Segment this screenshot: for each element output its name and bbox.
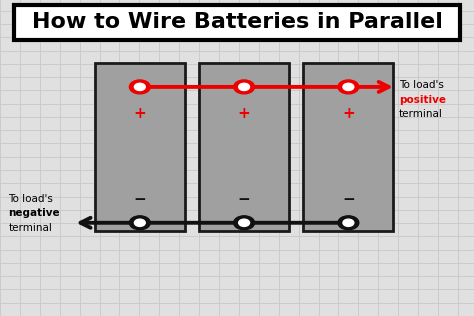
Circle shape (135, 219, 145, 226)
Circle shape (234, 216, 255, 230)
FancyBboxPatch shape (95, 63, 185, 231)
Text: How to Wire Batteries in Parallel: How to Wire Batteries in Parallel (32, 12, 442, 33)
Text: −: − (342, 191, 355, 207)
Circle shape (338, 80, 359, 94)
Circle shape (338, 216, 359, 230)
Circle shape (343, 219, 354, 226)
Text: −: − (134, 191, 146, 207)
Circle shape (343, 83, 354, 90)
Circle shape (135, 83, 145, 90)
Circle shape (239, 219, 249, 226)
Text: −: − (238, 191, 250, 207)
Circle shape (129, 216, 150, 230)
FancyBboxPatch shape (199, 63, 289, 231)
Text: terminal: terminal (9, 222, 53, 233)
FancyBboxPatch shape (14, 5, 460, 40)
Text: terminal: terminal (399, 109, 443, 119)
Circle shape (234, 80, 255, 94)
Text: +: + (238, 106, 250, 121)
Text: positive: positive (399, 94, 446, 105)
Text: +: + (134, 106, 146, 121)
FancyBboxPatch shape (303, 63, 393, 231)
Circle shape (129, 80, 150, 94)
Text: To load's: To load's (9, 194, 54, 204)
Circle shape (239, 83, 249, 90)
Text: To load's: To load's (399, 80, 444, 90)
Text: negative: negative (9, 208, 60, 218)
Text: +: + (342, 106, 355, 121)
